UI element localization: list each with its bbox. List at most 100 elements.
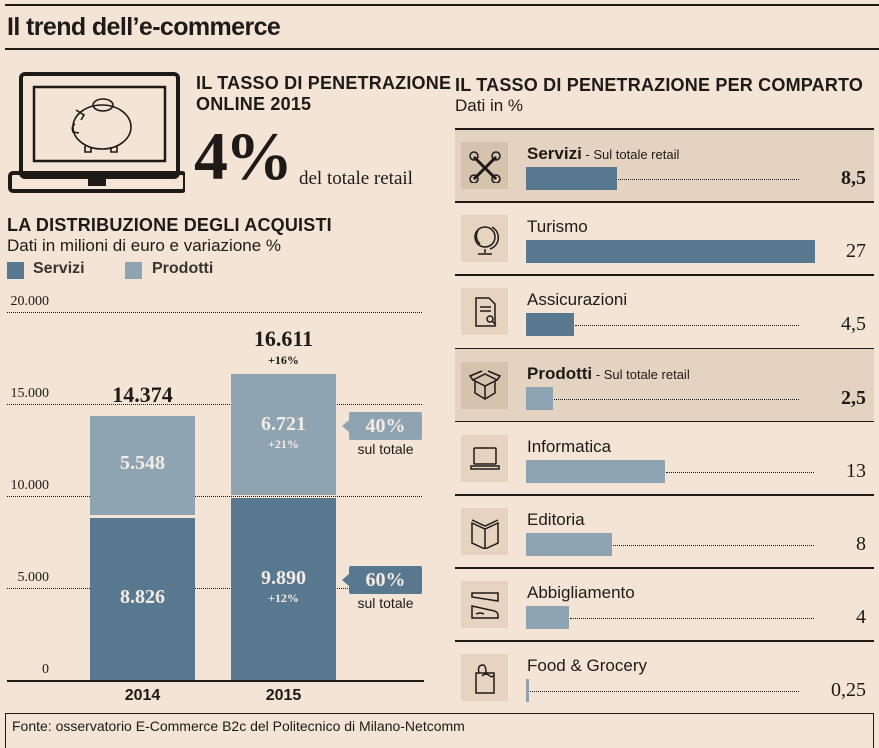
sectors-heading: IL TASSO DI PENETRAZIONE PER COMPARTO <box>455 75 864 95</box>
sector-value-label: 27 <box>846 240 866 263</box>
gridline <box>7 404 422 405</box>
sector-bar-editoria <box>526 533 612 556</box>
sector-row-food-grocery: Food & Grocery 0,25 <box>455 641 874 714</box>
sector-bar-informatica <box>526 459 666 483</box>
segment-variation-label: +21% <box>268 436 299 451</box>
sector-name: Editoria <box>527 510 585 529</box>
wrenches-icon <box>461 142 508 189</box>
sector-row-assicurazioni: Assicurazioni 4,5 <box>455 275 874 348</box>
sector-name: Prodotti <box>527 363 593 383</box>
bar-prodotti-2015: 6.721 +21% <box>231 374 336 495</box>
sector-label: Food & Grocery <box>527 656 647 676</box>
sector-sublabel: - Sul totale retail <box>592 366 690 382</box>
penetration-heading-line2: ONLINE 2015 <box>196 94 312 114</box>
share-callout-sub-prodotti: sul totale <box>357 441 414 458</box>
row-divider <box>455 640 874 642</box>
row-divider <box>455 567 874 569</box>
book-icon <box>461 508 508 555</box>
sector-value-label: 0,25 <box>831 679 866 702</box>
segment-value-label: 9.890 <box>261 567 306 589</box>
bar-servizi-2015: 9.890 +12% <box>231 498 336 680</box>
sector-leader-dots <box>666 471 814 473</box>
sector-sublabel: - Sul totale retail <box>581 147 680 162</box>
y-tick-label: 20.000 <box>10 294 50 309</box>
title-rule <box>5 48 879 50</box>
sector-name: Informatica <box>527 436 612 456</box>
penetration-heading: IL TASSO DI PENETRAZIONE ONLINE 2015 <box>196 73 451 115</box>
sector-value-label: 8,5 <box>841 167 866 189</box>
legend-swatch-prodotti <box>125 262 142 279</box>
sector-label: Prodotti - Sul totale retail <box>527 364 690 384</box>
sector-name: Abbigliamento <box>527 583 635 603</box>
sector-value-label: 2,5 <box>841 386 866 409</box>
segment-value-label: 5.548 <box>120 452 165 475</box>
bar-prodotti-2014: 5.548 <box>90 415 195 515</box>
sector-leader-dots <box>553 398 799 400</box>
share-callout-sub-servizi: sul totale <box>357 594 414 611</box>
sector-row-servizi: Servizi - Sul totale retail 8,5 <box>455 129 874 202</box>
y-tick-label: 15.000 <box>10 386 50 401</box>
share-callout-servizi: 60% <box>342 565 422 594</box>
x-tick-label: 2015 <box>265 687 302 704</box>
row-divider <box>455 347 874 350</box>
row-divider <box>455 201 874 203</box>
penetration-value: 4% <box>194 118 293 194</box>
sector-leader-dots <box>575 325 799 327</box>
sector-row-abbigliamento: Abbigliamento 4 <box>455 568 874 641</box>
sector-bar-prodotti <box>526 386 553 410</box>
total-value-label: 16.611 <box>253 326 314 352</box>
sector-label: Assicurazioni <box>527 290 627 310</box>
penetration-value-label: del totale retail <box>299 168 413 189</box>
sector-bar-turismo <box>526 240 815 264</box>
legend-label-prodotti: Prodotti <box>152 260 214 277</box>
sector-row-editoria: Editoria 8 <box>455 495 874 568</box>
source-note: Fonte: osservatorio E-Commerce B2c del P… <box>12 718 465 734</box>
top-rule <box>5 4 879 6</box>
total-value-label: 14.374 <box>112 381 173 407</box>
y-tick-label: 0 <box>42 662 49 677</box>
segment-value-label: 6.721 <box>261 412 306 435</box>
sector-bar-abbigliamento <box>526 606 569 630</box>
sector-label: Editoria <box>527 510 585 530</box>
laptop-piggy-bank-icon <box>7 72 187 194</box>
source-box <box>5 713 874 748</box>
x-tick-label: 2014 <box>124 687 161 704</box>
distribution-subtitle: Dati in milioni di euro e variazione % <box>7 236 282 255</box>
sector-label: Servizi - Sul totale retail <box>527 144 679 164</box>
sector-label: Informatica <box>527 437 611 457</box>
sector-name: Servizi <box>527 144 582 163</box>
x-axis-line <box>7 680 424 682</box>
row-divider <box>455 128 874 130</box>
laptop-icon <box>461 434 508 482</box>
sector-leader-dots <box>530 691 799 693</box>
legend-label-servizi: Servizi <box>33 260 85 277</box>
sector-label: Turismo <box>527 217 588 237</box>
sector-name: Turismo <box>527 217 588 237</box>
penetration-heading-line1: IL TASSO DI PENETRAZIONE <box>196 73 452 93</box>
total-variation-label: +16% <box>268 353 299 368</box>
sector-value-label: 13 <box>846 459 866 482</box>
grocery-bag-icon <box>461 654 508 702</box>
gridline <box>7 496 422 497</box>
row-divider <box>455 494 874 496</box>
sector-leader-dots <box>569 618 814 620</box>
sector-value-label: 4,5 <box>841 313 866 336</box>
globe-icon <box>461 215 508 263</box>
row-divider <box>455 420 874 423</box>
segment-variation-label: +12% <box>268 591 299 605</box>
sector-value-label: 4 <box>856 606 866 629</box>
sectors-subheading: Dati in % <box>455 96 524 115</box>
bar-servizi-2014: 8.826 <box>90 517 195 680</box>
distribution-title: LA DISTRIBUZIONE DEGLI ACQUISTI <box>7 215 332 235</box>
sector-bar-servizi <box>526 167 617 190</box>
sector-bar-food-grocery <box>526 679 529 703</box>
shoes-icon <box>461 581 508 629</box>
legend-swatch-servizi <box>7 262 24 279</box>
sector-leader-dots <box>612 545 814 546</box>
gridline <box>7 588 422 589</box>
sector-row-prodotti: Prodotti - Sul totale retail 2,5 <box>455 348 874 422</box>
sector-leader-dots <box>617 179 799 180</box>
sector-label: Abbigliamento <box>527 583 635 603</box>
stacked-bar-chart: 0 5.000 10.000 15.000 20.000 8.826 5.548 14.374… <box>0 0 440 712</box>
segment-value-label: 8.826 <box>120 585 165 608</box>
